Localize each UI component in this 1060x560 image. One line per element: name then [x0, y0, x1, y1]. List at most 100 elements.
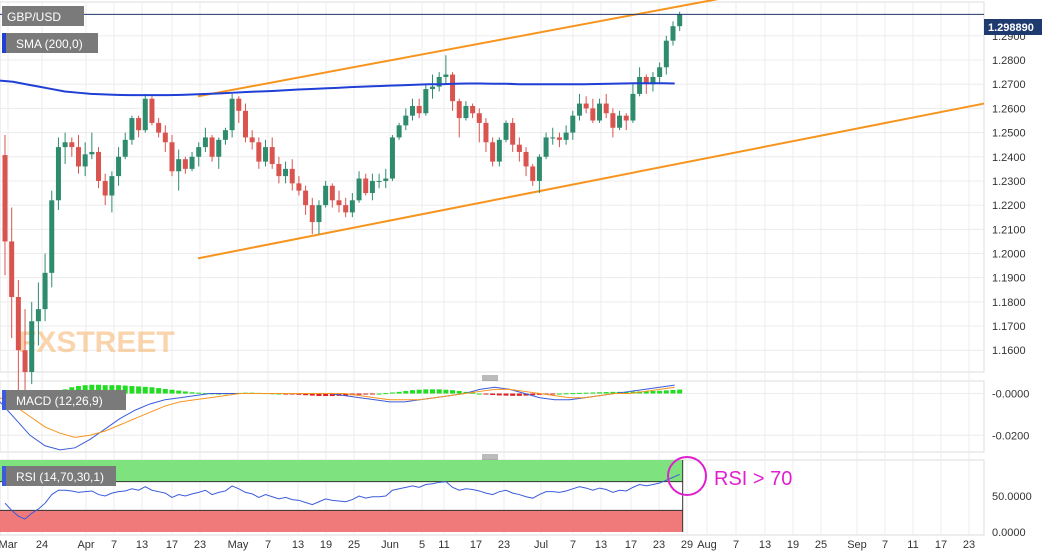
price-tick-label: 1.1700 [992, 321, 1026, 333]
symbol-legend[interactable]: GBP/USD [2, 6, 84, 26]
sma-legend[interactable]: SMA (200,0) [2, 33, 98, 53]
candle-body [597, 103, 603, 121]
macd-histogram-bar [389, 392, 395, 394]
date-tick-label: 25 [815, 539, 827, 551]
date-tick-label: 13 [595, 539, 607, 551]
candle-body [303, 190, 309, 206]
price-tick-label: 1.2200 [992, 200, 1026, 212]
macd-histogram-bar [496, 393, 502, 396]
candle-body [2, 155, 8, 242]
candle-body [296, 183, 302, 191]
macd-histogram-bar [156, 388, 162, 394]
macd-line [0, 384, 675, 451]
date-tick-label: Jun [381, 539, 399, 551]
candle-body [490, 142, 496, 162]
macd-histogram-bar [409, 390, 415, 394]
candle-body [29, 321, 35, 372]
macd-histogram-bar [129, 386, 135, 394]
macd-histogram-bar [670, 389, 676, 394]
candle-body [423, 89, 429, 114]
macd-histogram-bar [470, 392, 476, 394]
date-tick-label: 7 [570, 539, 576, 551]
price-tick-label: 1.1800 [992, 297, 1026, 309]
macd-resize-handle[interactable] [482, 375, 498, 381]
candle-body [430, 86, 436, 90]
candle-body [249, 137, 255, 143]
candle-body [263, 147, 269, 162]
trend-channel [197, 0, 985, 260]
rsi-legend[interactable]: RSI (14,70,30,1) [2, 466, 116, 486]
candle-body [236, 98, 242, 111]
macd-histogram-bar [490, 393, 496, 395]
macd-histogram-bar [122, 385, 128, 394]
price-tick-label: 1.2100 [992, 224, 1026, 236]
date-tick-label: 7 [733, 539, 739, 551]
macd-histogram-bar [570, 393, 576, 395]
date-tick-label: May [228, 539, 249, 551]
date-tick-label: 7 [111, 539, 117, 551]
date-tick-label: Apr [77, 539, 94, 551]
candle-body [269, 147, 275, 165]
macd-histogram-bar [202, 393, 208, 395]
main-plot-area [0, 1, 985, 373]
candle-body [496, 139, 502, 162]
macd-histogram-bar [663, 390, 669, 394]
candle-body [456, 101, 462, 119]
candle-body [376, 180, 382, 182]
date-tick-label: 17 [935, 539, 947, 551]
candle-body [610, 113, 616, 128]
macd-legend[interactable]: MACD (12,26,9) [2, 390, 126, 410]
candle-body [222, 130, 228, 140]
candle-body [189, 156, 195, 169]
candle-body [356, 178, 362, 201]
macd-histogram-bar [309, 393, 315, 396]
price-axis: 1.29001.28001.27001.26001.25001.24001.23… [992, 31, 1026, 357]
candle-body [436, 76, 442, 87]
price-tick-label: 1.2700 [992, 79, 1026, 91]
macd-histogram-bar [356, 393, 362, 395]
candle-body [242, 110, 248, 138]
macd-histogram-bar [563, 393, 569, 395]
macd-histogram-bar [590, 392, 596, 394]
macd-histogram-bar [196, 392, 202, 394]
signal-line [0, 386, 675, 438]
rsi-tick-label: 50.0000 [992, 491, 1032, 503]
candle-body [603, 103, 609, 114]
macd-histogram-bar [323, 393, 329, 397]
candle-body [216, 139, 222, 157]
candle-body [283, 168, 289, 177]
date-tick-label: 25 [348, 539, 360, 551]
macd-histogram-bar [510, 393, 516, 396]
candle-body [637, 76, 643, 94]
candle-body [169, 142, 175, 172]
date-tick-label: 23 [963, 539, 975, 551]
candle-body [116, 156, 122, 177]
macd-legend-label: MACD (12,26,9) [16, 394, 103, 408]
candle-body [75, 147, 81, 167]
candle-body [162, 132, 168, 143]
candle-body [556, 137, 562, 140]
rsi-highlight-circle [667, 456, 707, 496]
macd-axis: -0.0000 -0.0200 [992, 389, 1029, 443]
candle-body [122, 139, 128, 157]
rsi-overbought-zone [0, 460, 683, 482]
lower-channel-line [197, 102, 985, 260]
candle-body [329, 185, 335, 201]
macd-histogram-bar [610, 391, 616, 394]
candle-body [149, 98, 155, 123]
date-tick-label: 13 [292, 539, 304, 551]
rsi-annotation: RSI > 70 [667, 456, 792, 496]
macd-histogram-bar [650, 391, 656, 394]
macd-histogram-bar [96, 384, 102, 394]
price-tick-label: 1.2500 [992, 128, 1026, 140]
date-tick-label: 11 [907, 539, 918, 551]
macd-histogram-bar [476, 393, 482, 395]
macd-histogram-bar [162, 388, 168, 394]
rsi-line [4, 473, 680, 520]
macd-histogram-bar [556, 393, 562, 395]
candle-body [96, 151, 102, 181]
macd-histogram-bar [303, 393, 309, 396]
macd-histogram-bar [109, 385, 115, 394]
rsi-resize-handle[interactable] [482, 454, 498, 460]
date-tick-label: Jul [534, 539, 548, 551]
